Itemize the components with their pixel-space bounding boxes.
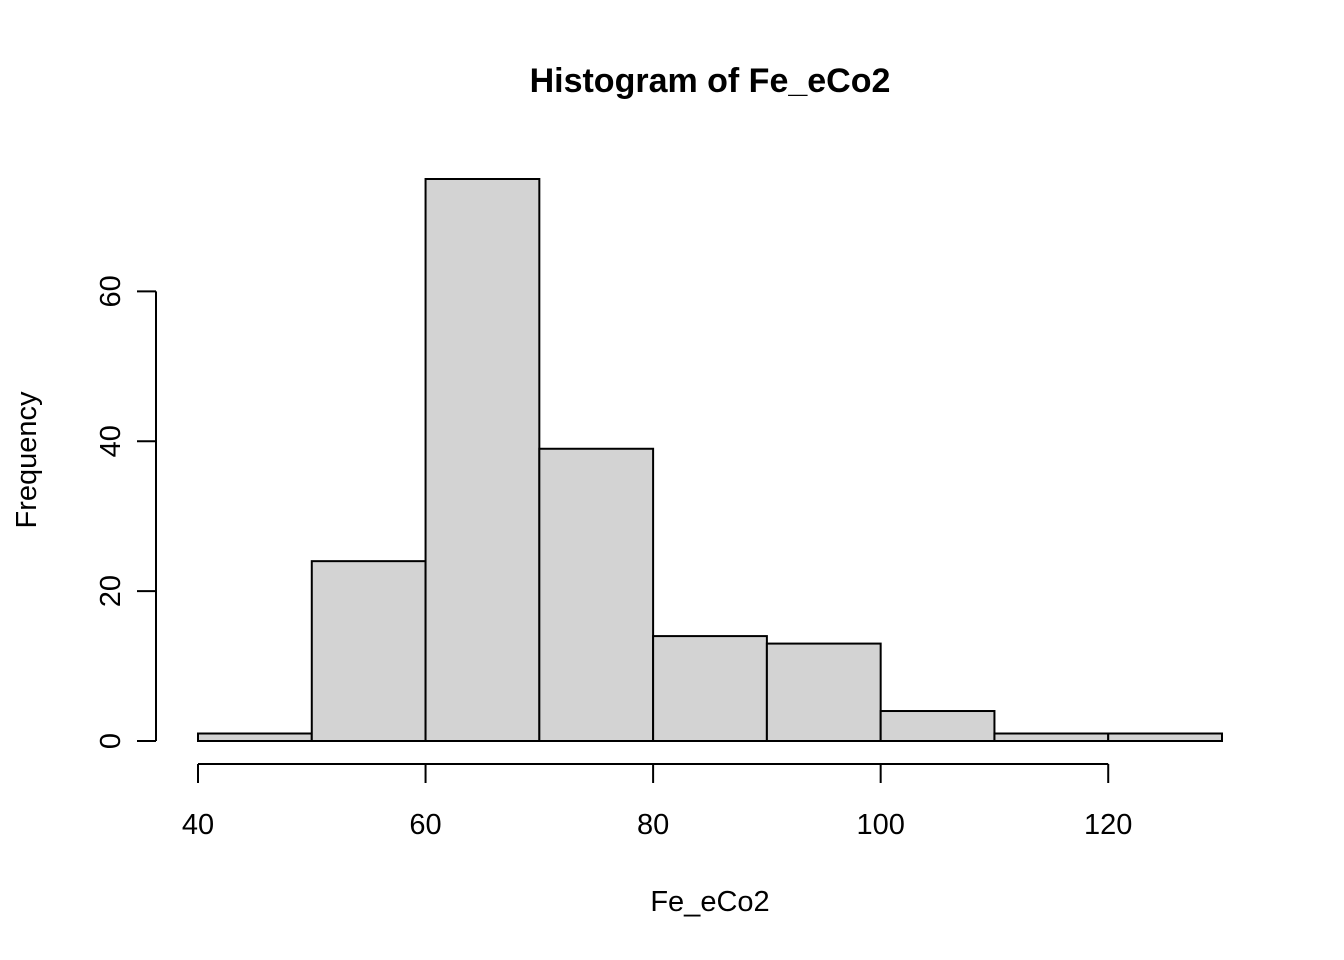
x-tick-label-60: 60	[409, 809, 441, 841]
x-axis-title: Fe_eCo2	[650, 886, 769, 918]
x-tick-label-100: 100	[856, 809, 904, 841]
x-axis: 40 60 80 100 120	[182, 763, 1132, 841]
histogram-bars	[197, 178, 1223, 743]
histogram-bar-80-90	[652, 635, 768, 742]
y-axis: 0 20 40 60	[95, 275, 157, 749]
y-tick-label-40: 40	[95, 425, 127, 457]
x-tick-label-80: 80	[637, 809, 669, 841]
histogram-bar-110-120	[993, 732, 1110, 742]
histogram-bar-100-110	[879, 710, 996, 743]
histogram-bar-90-100	[765, 642, 882, 742]
histogram-bar-40-50	[197, 732, 313, 742]
histogram-bar-50-60	[310, 560, 427, 742]
y-tick-label-60: 60	[95, 275, 127, 307]
x-tick-label-120: 120	[1084, 809, 1132, 841]
y-axis-title: Frequency	[11, 391, 43, 529]
histogram-bar-120-130	[1107, 732, 1223, 742]
chart-title: Histogram of Fe_eCo2	[530, 62, 891, 100]
histogram-bar-60-70	[424, 178, 541, 742]
y-tick-label-0: 0	[95, 733, 127, 749]
histogram-bar-70-80	[538, 447, 655, 742]
y-tick-label-20: 20	[95, 575, 127, 607]
x-tick-label-40: 40	[182, 809, 214, 841]
